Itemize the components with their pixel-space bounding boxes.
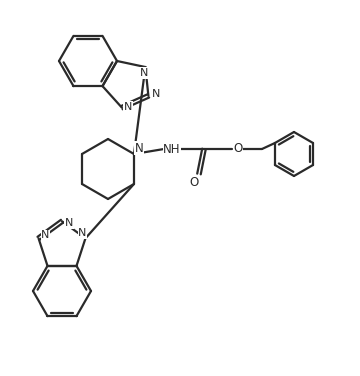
Text: N: N [152, 89, 161, 99]
Text: O: O [233, 141, 243, 155]
Text: N: N [135, 141, 143, 155]
Text: N: N [140, 68, 149, 78]
Text: NH: NH [163, 143, 181, 156]
Text: N: N [65, 218, 73, 228]
Text: O: O [189, 176, 199, 188]
Text: N: N [41, 230, 50, 240]
Text: N: N [124, 102, 132, 112]
Text: N: N [78, 228, 87, 238]
